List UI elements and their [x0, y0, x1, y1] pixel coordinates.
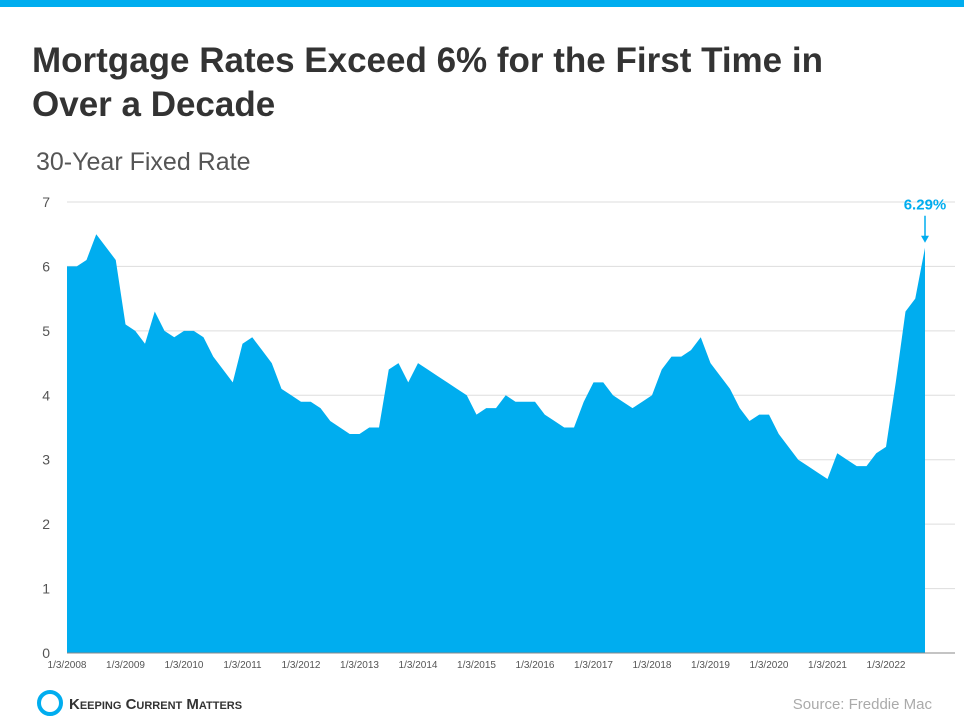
y-tick-label: 3 [42, 452, 50, 468]
y-tick-label: 0 [42, 645, 50, 661]
x-tick-label: 1/3/2021 [808, 660, 847, 671]
logo-icon [37, 690, 63, 716]
x-tick-label: 1/3/2018 [633, 660, 672, 671]
x-tick-label: 1/3/2012 [282, 660, 321, 671]
area [67, 234, 925, 653]
top-bar [0, 0, 964, 7]
y-tick-label: 6 [42, 258, 50, 274]
y-tick-label: 7 [42, 194, 50, 210]
y-tick-label: 4 [42, 387, 50, 403]
arrow-head [921, 235, 929, 243]
x-tick-label: 1/3/2015 [457, 660, 496, 671]
chart-subtitle: 30-Year Fixed Rate [36, 148, 250, 176]
brand: Keeping Current Matters [69, 696, 242, 713]
x-tick-label: 1/3/2016 [516, 660, 555, 671]
x-tick-label: 1/3/2017 [574, 660, 613, 671]
y-tick-label: 2 [42, 516, 50, 532]
value-label: 6.29% [904, 197, 947, 214]
x-tick-label: 1/3/2008 [48, 660, 87, 671]
x-tick-label: 1/3/2010 [165, 660, 204, 671]
x-tick-label: 1/3/2019 [691, 660, 730, 671]
y-tick-label: 1 [42, 581, 50, 597]
x-tick-label: 1/3/2014 [399, 660, 438, 671]
x-tick-label: 1/3/2013 [340, 660, 379, 671]
x-tick-label: 1/3/2011 [223, 660, 262, 671]
source: Source: Freddie Mac [793, 696, 933, 713]
y-tick-label: 5 [42, 323, 50, 339]
x-tick-label: 1/3/2009 [106, 660, 145, 671]
x-tick-label: 1/3/2022 [867, 660, 906, 671]
x-tick-label: 1/3/2020 [750, 660, 789, 671]
chart-title: Mortgage Rates Exceed 6% for the First T… [32, 41, 823, 124]
